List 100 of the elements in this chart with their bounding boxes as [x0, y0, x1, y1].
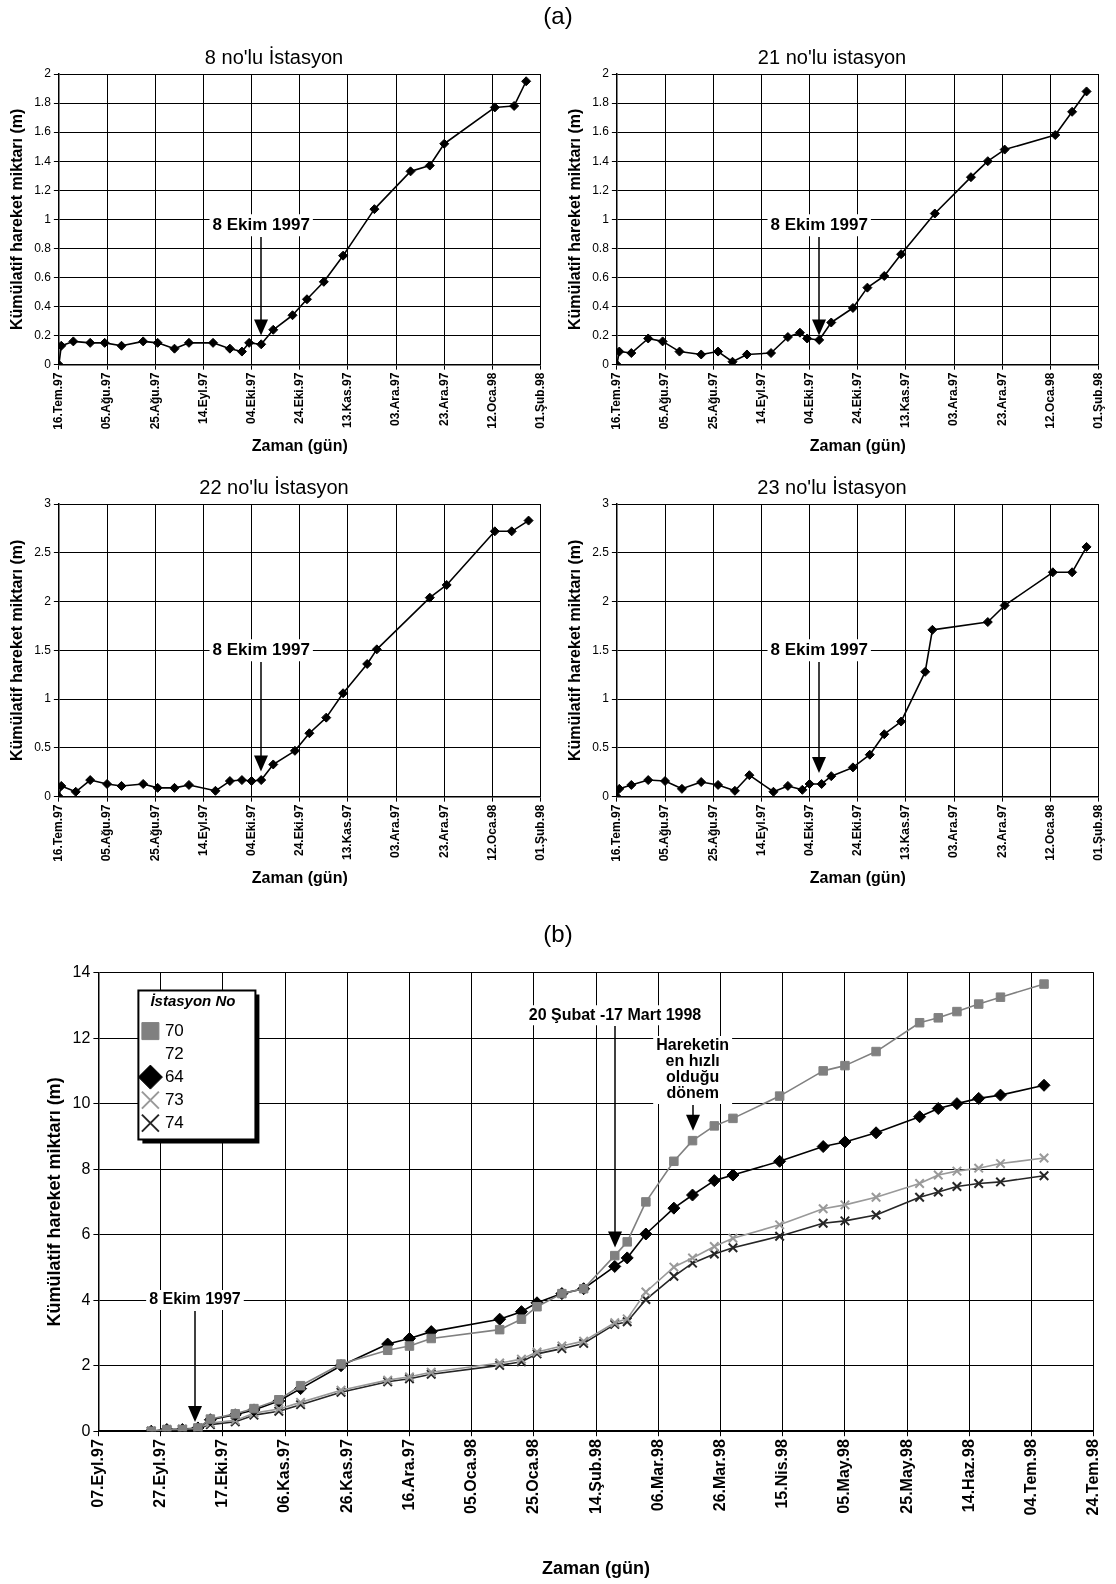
- x-axis-title: Zaman (gün): [251, 868, 348, 886]
- x-tick-label: 24.Eki.97: [292, 372, 307, 425]
- x-tick-label: 05.Oca.98: [462, 1439, 480, 1514]
- x-tick-label: 13.Kas.97: [898, 804, 913, 861]
- x-tick-label: 01.Şub.98: [532, 804, 547, 861]
- legend-label: 73: [164, 1089, 184, 1109]
- x-tick-label: 15.Nis.98: [773, 1439, 791, 1509]
- x-tick-label: 26.Kas.97: [337, 1439, 355, 1514]
- x-tick-label: 12.Oca.98: [484, 372, 499, 429]
- y-tick-label: 1.8: [592, 95, 610, 110]
- y-tick-label: 3: [602, 496, 610, 511]
- y-tick-label: 0: [44, 356, 52, 371]
- x-tick-label: 23.Ara.97: [994, 804, 1009, 859]
- y-tick-label: 0.5: [592, 740, 610, 755]
- y-axis-title: Kümülatif hareket miktarı (m): [8, 539, 26, 762]
- y-tick-label: 1.5: [34, 642, 52, 657]
- x-tick-label: 03.Ara.97: [946, 372, 961, 427]
- y-tick-label: 0: [44, 788, 52, 803]
- y-tick-label: 10: [72, 1094, 91, 1112]
- y-tick-label: 6: [81, 1225, 91, 1243]
- x-tick-label: 05.Ağu.97: [657, 804, 672, 862]
- x-tick-label: 04.Eki.97: [243, 804, 258, 857]
- text: (b): [542, 920, 574, 948]
- y-tick-label: 2: [602, 66, 610, 81]
- x-tick-label: 25.Ağu.97: [705, 372, 720, 430]
- y-tick-label: 0.6: [592, 269, 610, 284]
- y-tick-label: 2: [602, 593, 610, 608]
- x-tick-label: 12.Oca.98: [1042, 804, 1057, 861]
- text: (a): [542, 2, 574, 30]
- y-tick-label: 1: [44, 211, 52, 226]
- x-tick-label: 25.May.98: [897, 1439, 915, 1514]
- text: 72: [164, 1043, 184, 1063]
- x-tick-label: 14.Eyl.97: [195, 804, 210, 857]
- y-tick-label: 1.8: [34, 95, 52, 110]
- y-tick-label: 1.2: [592, 182, 610, 197]
- x-tick-label: 06.Kas.97: [275, 1439, 293, 1514]
- y-tick-label: 0.6: [34, 269, 52, 284]
- x-tick-label: 24.Eki.97: [292, 804, 307, 857]
- annotation: Hareketin en hızlı olduğu dönem: [656, 1036, 730, 1102]
- x-tick-label: 12.Oca.98: [1042, 372, 1057, 429]
- x-tick-label: 14.Eyl.97: [753, 372, 768, 425]
- y-tick-label: 2.5: [592, 545, 610, 560]
- x-tick-label: 14.Haz.98: [959, 1439, 977, 1513]
- x-tick-label: 05.Ağu.97: [99, 804, 114, 862]
- x-tick-label: 01.Şub.98: [1090, 804, 1105, 861]
- y-tick-label: 3: [44, 496, 52, 511]
- x-tick-label: 23.Ara.97: [994, 372, 1009, 427]
- y-tick-label: 0: [602, 788, 610, 803]
- x-tick-label: 16.Tem.97: [51, 372, 66, 430]
- y-tick-label: 0.4: [592, 298, 610, 313]
- y-tick-label: 0.2: [592, 327, 610, 342]
- y-tick-label: 2: [44, 66, 52, 81]
- x-tick-label: 07.Eyl.97: [88, 1439, 106, 1508]
- x-tick-label: 01.Şub.98: [532, 372, 547, 429]
- x-tick-label: 16.Tem.97: [609, 804, 624, 862]
- chart-title: 23 no'lu İstasyon: [757, 475, 907, 498]
- x-tick-label: 14.Eyl.97: [195, 372, 210, 425]
- x-tick-label: 16.Ara.97: [399, 1439, 417, 1511]
- x-tick-label: 13.Kas.97: [898, 372, 913, 429]
- x-tick-label: 03.Ara.97: [388, 372, 403, 427]
- x-tick-label: 26.Mar.98: [710, 1439, 728, 1512]
- y-tick-label: 1.6: [592, 124, 610, 139]
- x-tick-label: 14.Şub.98: [586, 1439, 604, 1514]
- x-tick-label: 25.Ağu.97: [147, 372, 162, 430]
- y-tick-label: 0.4: [34, 298, 52, 313]
- y-tick-label: 2: [44, 593, 52, 608]
- x-tick-label: 03.Ara.97: [946, 804, 961, 859]
- x-tick-label: 23.Ara.97: [436, 804, 451, 859]
- y-tick-label: 0: [81, 1421, 91, 1439]
- legend-label: 64: [164, 1066, 184, 1086]
- y-tick-label: 0.5: [34, 740, 52, 755]
- x-axis-title: Zaman (gün): [251, 436, 348, 454]
- annotation: 8 Ekim 1997: [770, 640, 868, 660]
- x-tick-label: 24.Eki.97: [850, 804, 865, 857]
- y-tick-label: 1: [602, 211, 610, 226]
- y-tick-label: 1.4: [592, 153, 610, 168]
- x-tick-label: 01.Şub.98: [1090, 372, 1105, 429]
- y-axis-title: Kümülatif hareket miktarı (m): [566, 108, 584, 331]
- chart-title: 8 no'lu İstasyon: [204, 45, 344, 68]
- chart-title: 21 no'lu istasyon: [757, 45, 907, 68]
- annotation: 8 Ekim 1997: [212, 214, 310, 234]
- x-tick-label: 24.Tem.98: [1084, 1439, 1102, 1516]
- x-tick-label: 27.Eyl.97: [151, 1439, 169, 1508]
- x-tick-label: 05.Ağu.97: [657, 372, 672, 430]
- x-tick-label: 06.Mar.98: [648, 1439, 666, 1512]
- x-axis-title: Zaman (gün): [809, 868, 906, 886]
- y-tick-label: 14: [72, 963, 91, 981]
- y-tick-label: 0.2: [34, 327, 52, 342]
- x-tick-label: 12.Oca.98: [484, 804, 499, 861]
- x-tick-label: 05.Ağu.97: [99, 372, 114, 430]
- y-axis-title: Kümülatif hareket miktarı (m): [8, 108, 26, 331]
- x-tick-label: 04.Tem.98: [1021, 1439, 1039, 1516]
- x-tick-label: 16.Tem.97: [609, 372, 624, 430]
- y-tick-label: 4: [81, 1290, 91, 1308]
- x-tick-label: 04.Eki.97: [243, 372, 258, 425]
- x-tick-label: 25.Ağu.97: [705, 804, 720, 862]
- annotation: 8 Ekim 1997: [770, 214, 868, 234]
- x-tick-label: 05.May.98: [835, 1439, 853, 1514]
- x-tick-label: 13.Kas.97: [340, 804, 355, 861]
- x-tick-label: 25.Oca.98: [524, 1439, 542, 1514]
